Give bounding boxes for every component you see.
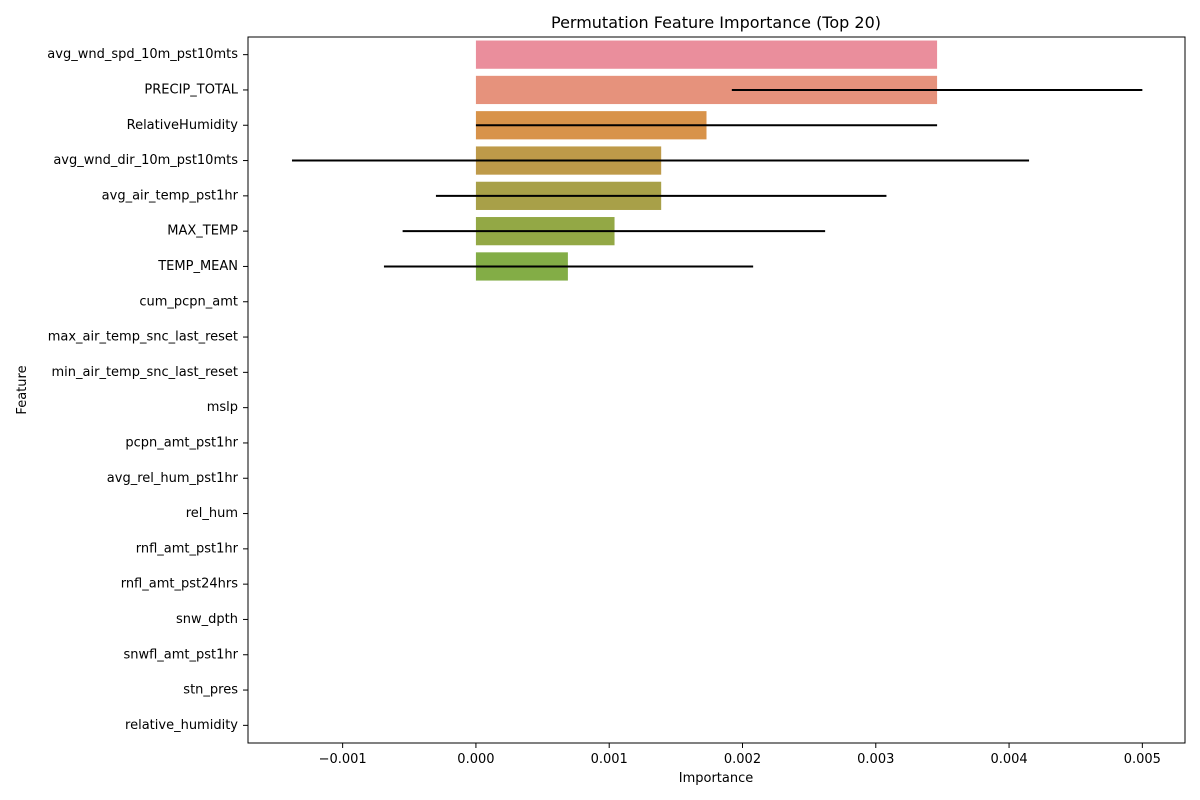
- y-tick-label: avg_wnd_spd_10m_pst10mts: [47, 47, 238, 62]
- y-tick-label: rnfl_amt_pst24hrs: [121, 577, 239, 592]
- plot-area-frame: [247, 36, 1186, 744]
- y-tick-label: rnfl_amt_pst1hr: [136, 541, 239, 556]
- y-axis: avg_wnd_spd_10m_pst10mts PRECIP_TOTAL Rela…: [47, 47, 248, 733]
- y-tick-label: avg_air_temp_pst1hr: [102, 188, 239, 203]
- y-tick-label: relative_humidity: [125, 718, 238, 733]
- y-tick-label: MAX_TEMP: [167, 224, 238, 239]
- y-tick-label: snw_dpth: [176, 612, 238, 627]
- y-axis-title: Feature: [15, 365, 30, 414]
- x-tick-label: −0.001: [319, 752, 367, 767]
- y-tick-label: mslp: [207, 400, 238, 415]
- y-tick-label: max_air_temp_snc_last_reset: [48, 330, 238, 345]
- x-tick-label: 0.005: [1124, 752, 1161, 767]
- y-tick-label: cum_pcpn_amt: [139, 294, 238, 309]
- x-tick-label: 0.004: [990, 752, 1027, 767]
- y-tick-label: RelativeHumidity: [127, 118, 239, 133]
- x-axis-title: Importance: [679, 771, 754, 786]
- y-tick-label: PRECIP_TOTAL: [144, 82, 238, 97]
- y-tick-label: avg_wnd_dir_10m_pst10mts: [53, 153, 238, 168]
- y-tick-label: stn_pres: [183, 683, 238, 698]
- y-tick-label: min_air_temp_snc_last_reset: [52, 365, 238, 380]
- y-tick-label: avg_rel_hum_pst1hr: [107, 471, 239, 486]
- x-axis: −0.001 0.000 0.001 0.002 0.003 0.004 0.005: [319, 743, 1161, 767]
- bar-avg_wnd_spd_10m_pst10mts: [475, 40, 938, 69]
- chart-title: Permutation Feature Importance (Top 20): [551, 13, 881, 32]
- y-tick-label: pcpn_amt_pst1hr: [125, 435, 238, 450]
- x-tick-label: 0.003: [857, 752, 894, 767]
- x-tick-label: 0.002: [724, 752, 761, 767]
- x-tick-label: 0.001: [591, 752, 628, 767]
- error-bars-layer: [291, 88, 1143, 268]
- y-tick-label: TEMP_MEAN: [157, 259, 238, 274]
- y-tick-label: rel_hum: [186, 506, 238, 521]
- x-tick-label: 0.000: [457, 752, 494, 767]
- y-tick-label: snwfl_amt_pst1hr: [123, 647, 238, 662]
